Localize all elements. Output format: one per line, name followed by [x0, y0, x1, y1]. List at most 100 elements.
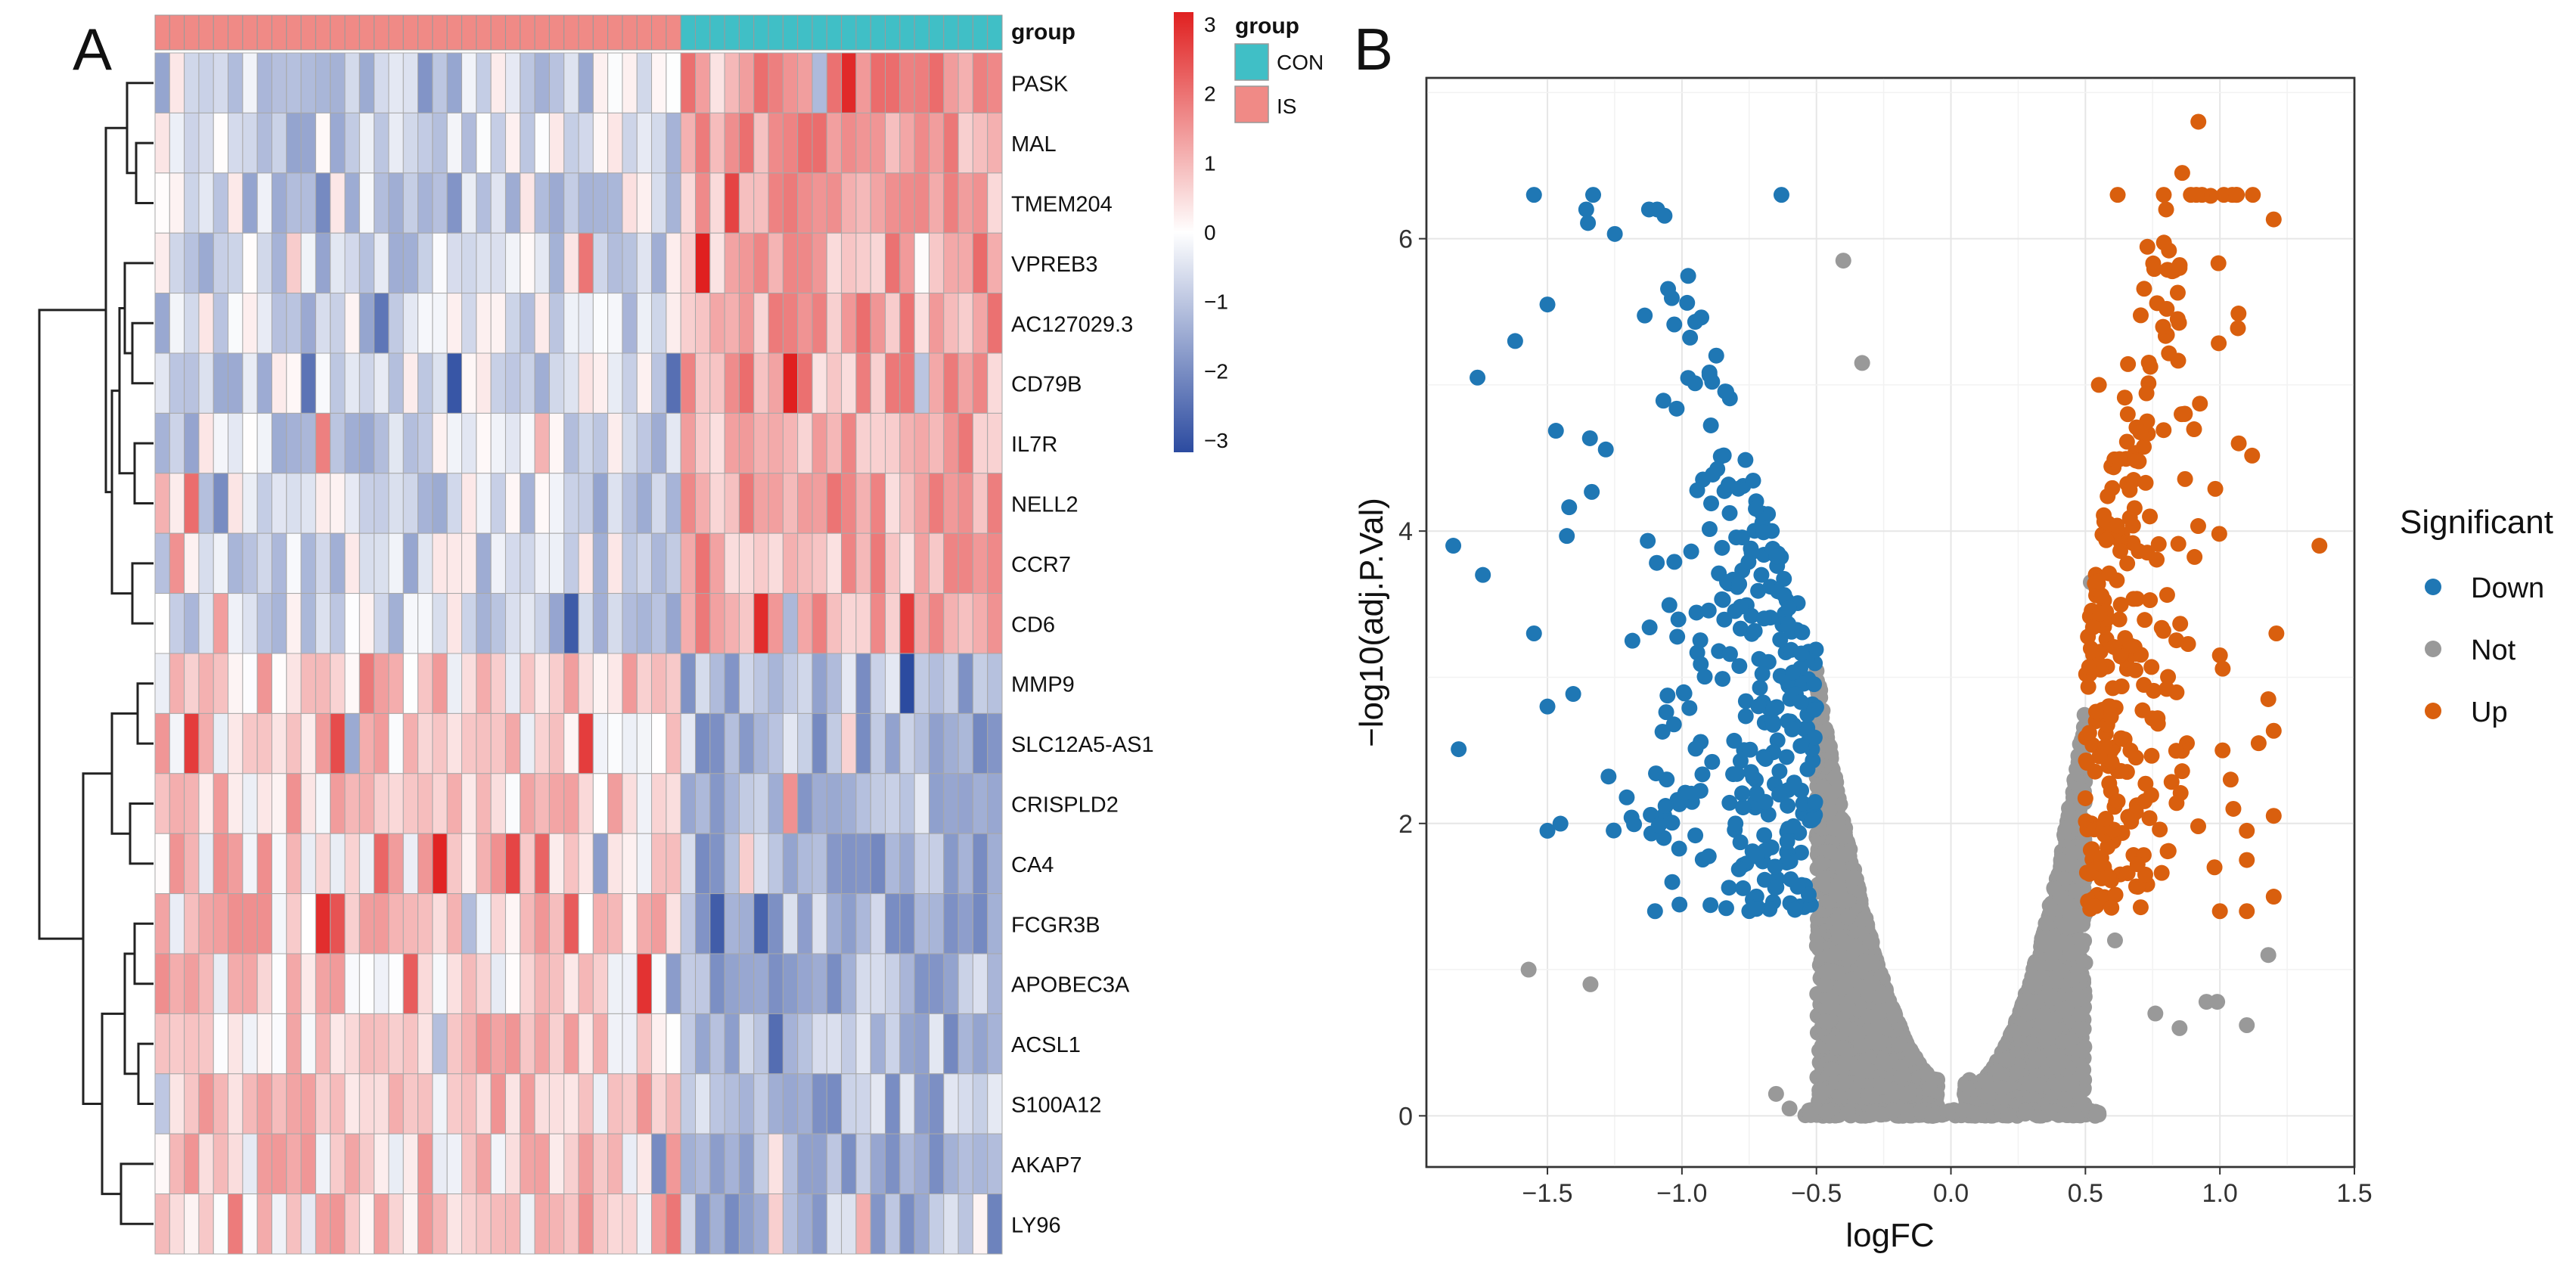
heatmap-cell	[271, 473, 287, 534]
heatmap-cell	[300, 1073, 316, 1134]
heatmap-cell	[213, 833, 229, 895]
heatmap-cell	[753, 532, 769, 594]
heatmap-cell	[607, 1133, 623, 1195]
heatmap-cell	[972, 833, 989, 895]
dendrogram-branch	[135, 141, 154, 204]
annotation-cell	[271, 14, 287, 51]
heatmap-cell	[315, 653, 331, 714]
heatmap-cell	[724, 1013, 740, 1075]
heatmap-cell	[812, 653, 827, 714]
heatmap-cell	[286, 653, 302, 714]
annotation-cell	[228, 14, 244, 51]
heatmap-cell	[578, 833, 594, 895]
heatmap-cell	[402, 232, 419, 294]
heatmap-cell	[169, 833, 185, 895]
heatmap-cell	[812, 1013, 827, 1075]
heatmap-cell	[826, 953, 843, 1014]
annotation-cell	[374, 14, 390, 51]
heatmap-cell	[957, 232, 973, 294]
heatmap-cell	[607, 1193, 623, 1255]
heatmap-cell	[344, 833, 360, 895]
heatmap-cell	[374, 773, 390, 834]
heatmap-cell	[694, 532, 711, 594]
heatmap-cell	[402, 712, 419, 774]
heatmap-cell	[885, 712, 901, 774]
heatmap-cell	[271, 1013, 287, 1075]
heatmap-cell	[753, 412, 769, 474]
heatmap-cell	[476, 412, 492, 474]
heatmap-cell	[622, 112, 638, 174]
heatmap-cell	[709, 1073, 725, 1134]
heatmap-cell	[504, 1133, 521, 1195]
heatmap-cell	[592, 532, 609, 594]
heatmap-cell	[490, 293, 506, 354]
heatmap-cell	[432, 532, 448, 594]
heatmap-cell	[724, 232, 740, 294]
heatmap-cell	[592, 953, 609, 1014]
heatmap-cell	[592, 412, 609, 474]
heatmap-cell	[242, 1073, 258, 1134]
heatmap-cell	[358, 1013, 375, 1075]
heatmap-cell	[622, 352, 638, 414]
heatmap-cell	[432, 293, 448, 354]
heatmap-cell	[286, 52, 302, 113]
heatmap-cell	[417, 172, 433, 234]
heatmap-cell	[768, 293, 784, 354]
heatmap-cell	[928, 1073, 945, 1134]
heatmap-cell	[330, 1073, 346, 1134]
heatmap-cell	[504, 172, 521, 234]
heatmap-cell	[402, 532, 419, 594]
heatmap-cell	[694, 352, 711, 414]
heatmap-cell	[666, 1073, 681, 1134]
heatmap-cell	[972, 172, 989, 234]
heatmap-cell	[943, 833, 959, 895]
heatmap-cell	[987, 112, 1003, 174]
heatmap-cell	[957, 1013, 973, 1075]
gene-label: CCR7	[1011, 553, 1071, 577]
heatmap-cell	[446, 172, 463, 234]
heatmap-cell	[987, 953, 1003, 1014]
heatmap-cell	[738, 953, 755, 1014]
heatmap-cell	[957, 1133, 973, 1195]
heatmap-cell	[592, 52, 609, 113]
heatmap-cell	[358, 473, 375, 534]
heatmap-cell	[154, 712, 170, 774]
heatmap-cell	[666, 893, 681, 954]
heatmap-cell	[738, 52, 755, 113]
heatmap-cell	[885, 352, 901, 414]
heatmap-cell	[885, 473, 901, 534]
heatmap-cell	[228, 653, 244, 714]
heatmap-cell	[928, 1193, 945, 1255]
heatmap-cell	[184, 1193, 200, 1255]
heatmap-cell	[651, 1193, 667, 1255]
heatmap-cell	[504, 1193, 521, 1255]
heatmap-cell	[271, 1193, 287, 1255]
heatmap-cell	[213, 532, 229, 594]
heatmap-cell	[242, 593, 258, 654]
heatmap-cell	[198, 473, 214, 534]
heatmap-cell	[738, 1193, 755, 1255]
heatmap-cell	[899, 352, 915, 414]
heatmap-cell	[987, 773, 1003, 834]
heatmap-cell	[563, 773, 579, 834]
heatmap-cell	[271, 833, 287, 895]
heatmap-cell	[607, 1013, 623, 1075]
heatmap-cell	[504, 1013, 521, 1075]
heatmap-cell	[753, 712, 769, 774]
heatmap-cell	[812, 833, 827, 895]
heatmap-cell	[812, 893, 827, 954]
heatmap-cell	[154, 893, 170, 954]
heatmap-cell	[432, 52, 448, 113]
gene-label: CD6	[1011, 613, 1055, 637]
heatmap-cell	[228, 712, 244, 774]
heatmap-cell	[943, 112, 959, 174]
heatmap-cell	[432, 712, 448, 774]
heatmap-cell	[724, 653, 740, 714]
heatmap-cell	[607, 293, 623, 354]
heatmap-cell	[957, 1193, 973, 1255]
heatmap-cell	[957, 412, 973, 474]
heatmap-cell	[651, 412, 667, 474]
heatmap-cell	[169, 593, 185, 654]
heatmap-cell	[987, 1133, 1003, 1195]
heatmap-cell	[228, 593, 244, 654]
